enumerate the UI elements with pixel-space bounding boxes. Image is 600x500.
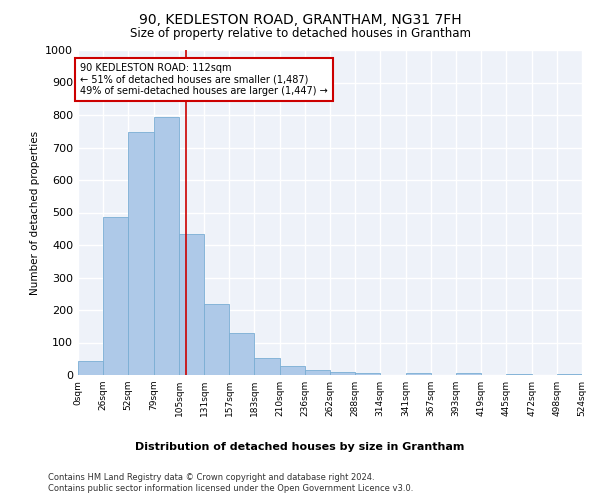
Bar [154,118,179,375]
Bar [229,334,254,375]
Text: 90 KEDLESTON ROAD: 112sqm
← 51% of detached houses are smaller (1,487)
49% of se: 90 KEDLESTON ROAD: 112sqm ← 51% of detac… [80,63,328,96]
Text: Contains public sector information licensed under the Open Government Licence v3: Contains public sector information licen… [48,484,413,493]
Bar [103,216,128,375]
Y-axis label: Number of detached properties: Number of detached properties [29,130,40,294]
Text: Size of property relative to detached houses in Grantham: Size of property relative to detached ho… [130,28,470,40]
Bar [204,304,229,375]
Bar [456,374,481,375]
Bar [406,373,431,375]
Bar [305,370,330,375]
Bar [557,374,582,375]
Bar [78,362,103,375]
Text: 90, KEDLESTON ROAD, GRANTHAM, NG31 7FH: 90, KEDLESTON ROAD, GRANTHAM, NG31 7FH [139,12,461,26]
Text: Contains HM Land Registry data © Crown copyright and database right 2024.: Contains HM Land Registry data © Crown c… [48,472,374,482]
Bar [506,374,532,375]
Bar [179,234,204,375]
Bar [128,132,154,375]
Text: Distribution of detached houses by size in Grantham: Distribution of detached houses by size … [136,442,464,452]
Bar [280,366,305,375]
Bar [330,372,355,375]
Bar [355,374,380,375]
Bar [254,358,280,375]
